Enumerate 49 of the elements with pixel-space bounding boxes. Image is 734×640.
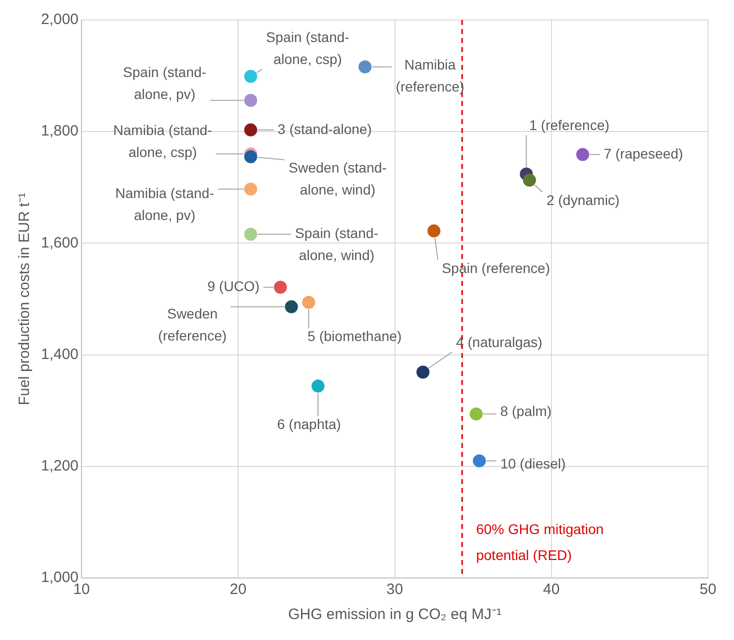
text: Sweden (reference) (158, 306, 227, 344)
text: Sweden (stand-alone, wind) (288, 160, 388, 198)
point (244, 182, 258, 196)
series-label: Spain (stand-alone, csp) (266, 29, 350, 68)
x-tick-label: 30 (386, 581, 404, 598)
point (358, 60, 372, 74)
text: Namibia (stand-alone, pv) (115, 184, 214, 223)
series-label: 5 (biomethane) (308, 328, 402, 344)
x-tick-label: 40 (543, 581, 560, 598)
point (244, 123, 258, 136)
point (522, 174, 536, 187)
point (274, 280, 287, 294)
x-tick-label: 10 (73, 581, 90, 598)
text: 4 (naturalgas) (456, 334, 542, 350)
point (244, 150, 258, 164)
text: 6 (naphta) (277, 416, 341, 432)
y-tick-label: 1,600 (40, 234, 79, 252)
series-label: 10 (diesel) (500, 456, 566, 472)
series-label: 2 (dynamic) (546, 192, 620, 208)
text: Spain (stand-alone, pv) (123, 64, 207, 102)
point (576, 148, 590, 161)
y-tick-label: 1,200 (40, 458, 79, 475)
x-axis-title: GHG emission in g CO₂ eq MJ⁻¹ (288, 606, 502, 624)
series-label: 8 (palm) (500, 402, 552, 419)
series-label: Spain (reference) (442, 260, 550, 276)
point (244, 70, 258, 83)
y-tick-label: 1,400 (40, 346, 79, 363)
y-tick-label: 2,000 (40, 11, 79, 28)
point (470, 407, 483, 420)
y-axis-title: Fuel production costs in EUR t⁻¹ (16, 192, 34, 406)
x-tick-label: 50 (700, 581, 716, 598)
text: 1 (reference) (529, 116, 610, 133)
point (416, 366, 430, 379)
y-tick-label: 1,800 (40, 122, 79, 140)
text: Namibia (stand-alone, csp) (113, 122, 212, 160)
point (284, 300, 298, 314)
point (312, 380, 325, 393)
text: Spain (stand-alone, wind) (295, 225, 379, 264)
point (244, 228, 258, 241)
series-label: 3 (stand-alone) (278, 120, 372, 137)
series-label: 9 (UCO) (207, 278, 260, 294)
point (302, 296, 316, 309)
point (244, 94, 258, 107)
point (427, 224, 440, 238)
series-label: 7 (rapeseed) (604, 145, 684, 162)
ref-line-label: 60% GHG mitigation potential (RED) (476, 520, 604, 563)
x-tick-label: 20 (230, 581, 246, 598)
series-label: Namibia (reference) (396, 56, 464, 95)
point (472, 454, 486, 468)
